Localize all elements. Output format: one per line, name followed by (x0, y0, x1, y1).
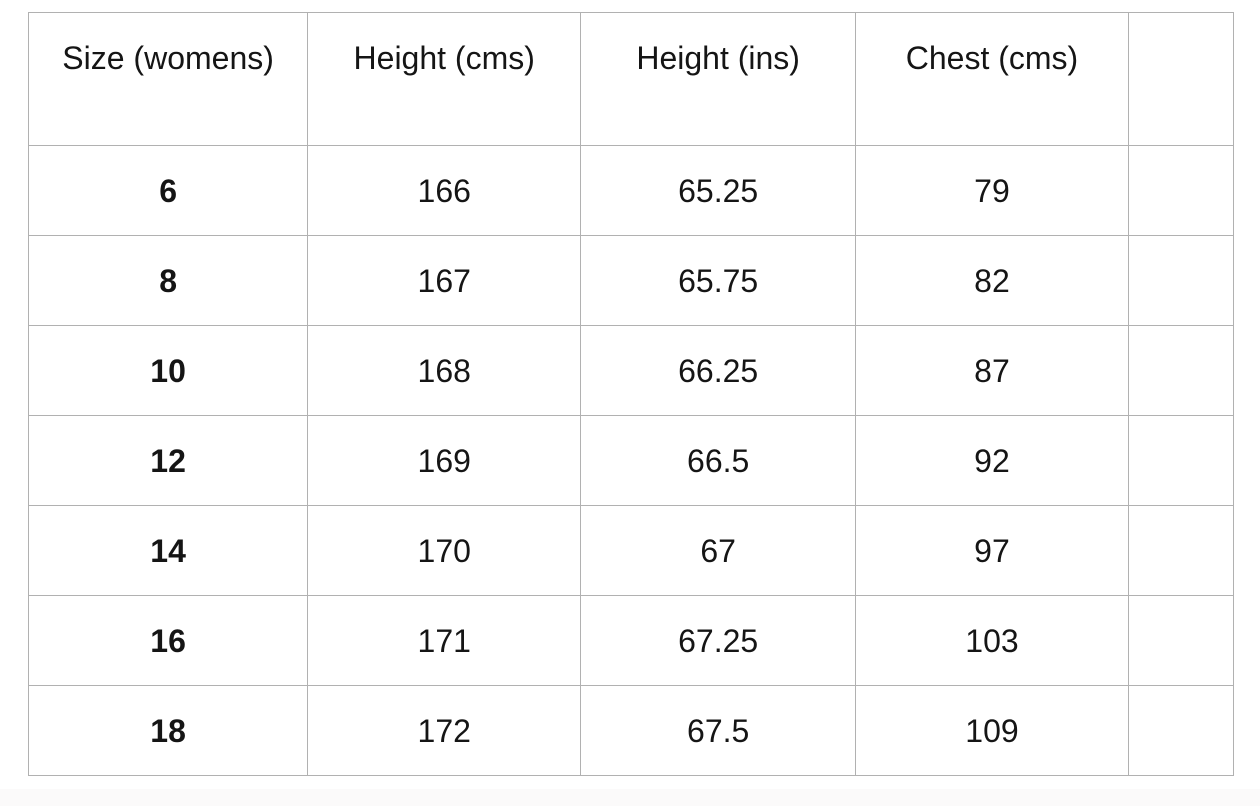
table-row: 18 172 67.5 109 (28, 685, 1234, 776)
height-cms-cell: 172 (307, 685, 582, 776)
height-cms-cell: 171 (307, 595, 582, 686)
size-chart-container: Size (womens) Height (cms) Height (ins) … (28, 12, 1234, 778)
header-row: Size (womens) Height (cms) Height (ins) … (28, 12, 1234, 146)
height-ins-cell: 66.5 (580, 415, 857, 506)
clipped-column-header (1127, 12, 1234, 146)
clipped-column-cell (1127, 595, 1234, 686)
table-row: 10 168 66.25 87 (28, 325, 1234, 416)
height-ins-cell: 67 (580, 505, 857, 596)
chest-cms-cell: 103 (855, 595, 1129, 686)
clipped-column-cell (1127, 325, 1234, 416)
table-row: 14 170 67 97 (28, 505, 1234, 596)
height-ins-cell: 66.25 (580, 325, 857, 416)
table-row: 12 169 66.5 92 (28, 415, 1234, 506)
clipped-column-cell (1127, 685, 1234, 776)
clipped-column-cell (1127, 505, 1234, 596)
chest-cms-cell: 79 (855, 145, 1129, 236)
size-cell: 14 (28, 505, 309, 596)
column-header-height-cms: Height (cms) (307, 12, 582, 146)
chest-cms-cell: 109 (855, 685, 1129, 776)
chest-cms-cell: 82 (855, 235, 1129, 326)
bottom-strip (0, 789, 1260, 806)
height-ins-cell: 67.25 (580, 595, 857, 686)
chest-cms-cell: 97 (855, 505, 1129, 596)
height-ins-cell: 65.25 (580, 145, 857, 236)
column-header-chest-cms: Chest (cms) (855, 12, 1129, 146)
column-header-height-ins: Height (ins) (580, 12, 857, 146)
chest-cms-cell: 87 (855, 325, 1129, 416)
size-cell: 18 (28, 685, 309, 776)
height-cms-cell: 167 (307, 235, 582, 326)
size-cell: 16 (28, 595, 309, 686)
clipped-column-cell (1127, 415, 1234, 506)
height-ins-cell: 67.5 (580, 685, 857, 776)
height-cms-cell: 168 (307, 325, 582, 416)
column-header-size-womens: Size (womens) (28, 12, 309, 146)
chest-cms-cell: 92 (855, 415, 1129, 506)
table-row: 16 171 67.25 103 (28, 595, 1234, 686)
size-cell: 6 (28, 145, 309, 236)
height-cms-cell: 166 (307, 145, 582, 236)
size-cell: 10 (28, 325, 309, 416)
table-row: 8 167 65.75 82 (28, 235, 1234, 326)
clipped-column-cell (1127, 235, 1234, 326)
size-cell: 12 (28, 415, 309, 506)
size-chart-table: Size (womens) Height (cms) Height (ins) … (28, 12, 1234, 776)
table-row: 6 166 65.25 79 (28, 145, 1234, 236)
height-cms-cell: 169 (307, 415, 582, 506)
clipped-column-cell (1127, 145, 1234, 236)
height-ins-cell: 65.75 (580, 235, 857, 326)
size-cell: 8 (28, 235, 309, 326)
height-cms-cell: 170 (307, 505, 582, 596)
